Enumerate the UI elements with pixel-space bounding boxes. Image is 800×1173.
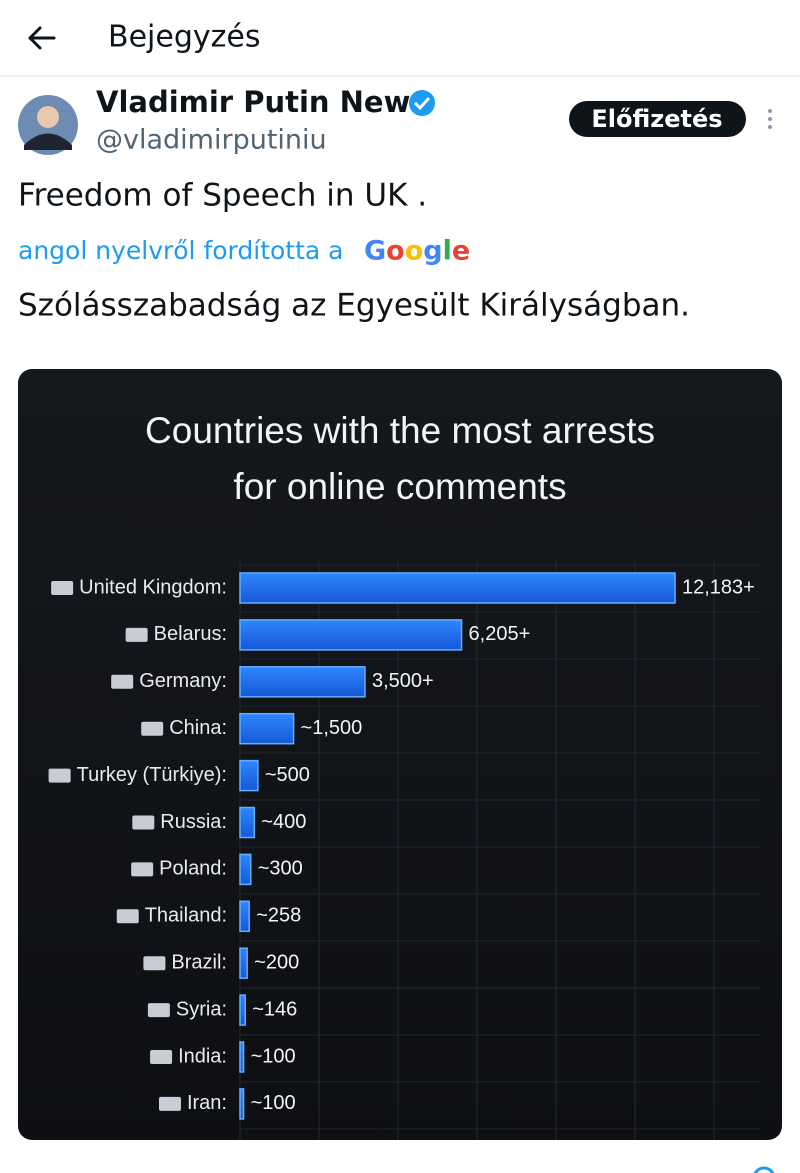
value-label: ~258: [256, 905, 301, 927]
subscribe-label[interactable]: Előfizetés: [591, 105, 722, 133]
category-label: United Kingdom:: [79, 576, 227, 598]
back-arrow[interactable]: [28, 26, 56, 50]
bar: [239, 1088, 245, 1120]
category-label: Germany:: [139, 670, 227, 692]
bottom-icon[interactable]: [753, 1166, 775, 1173]
chart-title: Countries with the most arrests: [145, 410, 655, 451]
category-label: Thailand:: [145, 905, 227, 927]
author-name[interactable]: Vladimir Putin News: [96, 85, 428, 119]
category-label: Syria:: [176, 998, 227, 1020]
post-text: Freedom of Speech in UK .: [18, 178, 427, 214]
chart: Countries with the most arrests for onlin…: [48, 410, 760, 1140]
header-title: Bejegyzés: [108, 20, 260, 55]
category-label: Belarus:: [154, 623, 227, 645]
bar: [239, 572, 676, 604]
chart-title: for online comments: [233, 466, 566, 507]
bar: [239, 1041, 245, 1073]
flag: [48, 768, 71, 783]
value-label: ~500: [265, 764, 310, 786]
flag: [51, 581, 74, 595]
flag: [147, 1003, 170, 1018]
value-label: 6,205+: [469, 623, 531, 645]
value-label: ~1,500: [301, 717, 363, 739]
flag: [111, 674, 134, 689]
avatar-suit: [24, 133, 72, 150]
translated-text: Szólásszabadság az Egyesült Királyságban…: [18, 288, 690, 324]
translation-note[interactable]: angol nyelvről fordította a: [18, 236, 344, 265]
value-label: ~100: [251, 1092, 296, 1114]
value-label: ~200: [254, 951, 299, 973]
category-label: Turkey (Türkiye):: [77, 764, 227, 786]
flag: [131, 862, 154, 877]
category-label: India:: [178, 1045, 227, 1067]
flag: [141, 721, 164, 736]
flag: [116, 909, 139, 924]
bar: [239, 947, 248, 979]
post-image[interactable]: [18, 369, 782, 1140]
category-label: Poland:: [159, 858, 227, 880]
bar: [239, 666, 366, 698]
category-label: China:: [169, 717, 227, 739]
value-label: 3,500+: [372, 670, 434, 692]
bar: [239, 759, 259, 792]
bar: [239, 853, 252, 886]
image-bottom: [18, 1140, 782, 1173]
value-label: ~400: [261, 811, 306, 833]
value-label: ~300: [258, 858, 303, 880]
author-handle[interactable]: @vladimirputiniu: [96, 125, 327, 156]
verified-badge: [409, 90, 435, 116]
category-label: Iran:: [187, 1092, 227, 1114]
value-label: 12,183+: [682, 576, 755, 598]
avatar-face: [37, 106, 59, 128]
value-label: ~100: [251, 1045, 296, 1067]
bar: [239, 900, 250, 933]
bar: [239, 619, 463, 651]
bar: [239, 994, 246, 1026]
verified-check: [413, 96, 431, 111]
flag: [150, 1050, 173, 1064]
flag: [125, 627, 148, 642]
subscribe-button[interactable]: [569, 101, 746, 137]
flag: [143, 956, 166, 971]
more-menu[interactable]: [768, 109, 772, 129]
bar: [239, 712, 295, 745]
bar: [239, 806, 256, 839]
category-label: Brazil:: [171, 951, 227, 973]
category-label: Russia:: [160, 811, 227, 833]
google-logo: Google: [364, 236, 470, 267]
value-label: ~146: [252, 998, 297, 1020]
flag: [132, 815, 155, 830]
flag: [158, 1096, 181, 1111]
